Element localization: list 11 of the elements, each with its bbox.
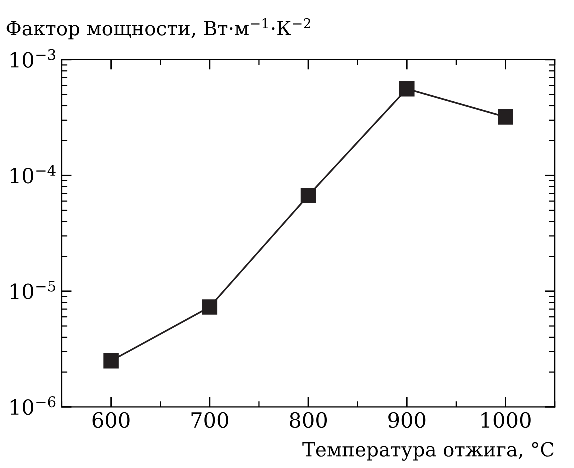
x-axis-title: Температура отжига, °C bbox=[302, 442, 554, 461]
y-tick-label: 10$^{−5}$ bbox=[10, 280, 56, 300]
x-tick-label: 1000 bbox=[482, 412, 531, 428]
y-tick-label: 10$^{−3}$ bbox=[10, 49, 56, 68]
x-tick-label: 800 bbox=[290, 412, 328, 428]
x-tick-label: 900 bbox=[388, 412, 426, 428]
x-tick-label: 700 bbox=[192, 412, 228, 428]
x-tick-label: 600 bbox=[92, 412, 130, 428]
y-axis-title: Фактор мощности, Вт·м$^{−1}$·К$^{−2}$ bbox=[6, 18, 310, 40]
y-tick-label: 10$^{−4}$ bbox=[10, 165, 56, 184]
y-tick-label: 10$^{−6}$ bbox=[10, 396, 56, 416]
